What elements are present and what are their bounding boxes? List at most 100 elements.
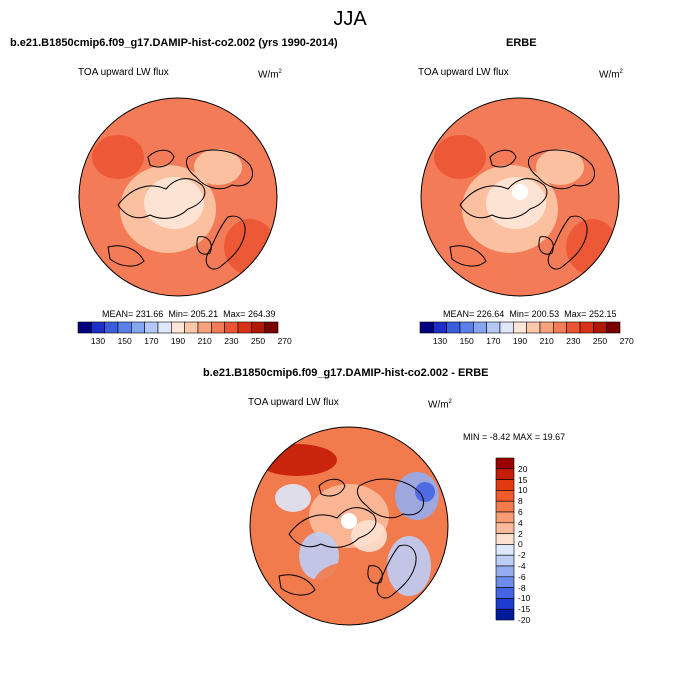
colorbar-tick-label: 250 [250,336,266,346]
colorbar-box [171,321,185,334]
colorbar-tick-label: 130 [432,336,448,346]
colorbar-box [211,321,225,334]
colorbar-tick-label: 190 [512,336,528,346]
colorbar-box [251,321,265,334]
colorbar-box [91,321,105,334]
coastline [107,245,145,267]
map-field-region [351,520,387,552]
colorbar-tick-label: 20 [518,463,528,474]
colorbar-tick-label: 150 [459,336,474,346]
colorbar-tick-label: -6 [518,571,526,582]
panel1-stats: MEAN= 231.66 Min= 205.21 Max= 264.39 [102,309,276,319]
colorbar-box [495,522,515,534]
page-title: JJA [333,8,367,30]
colorbar-box [499,321,514,334]
coastline [367,565,383,584]
colorbar-box [553,321,567,334]
panel2-stats: MEAN= 226.64 Min= 200.53 Max= 252.15 [443,309,617,319]
colorbar-box [104,321,119,334]
colorbar-box [606,321,621,334]
colorbar-box [495,511,515,524]
map-field-region [275,484,311,512]
map-boundary [78,97,278,297]
diff-units: W/m2 [428,399,452,411]
colorbar-box [495,500,515,513]
colorbar-box [237,321,252,334]
coastline [185,149,254,190]
map-boundary [420,97,620,297]
colorbar-box [495,608,515,621]
map-field-region [257,444,337,476]
colorbar-box [566,321,581,334]
panel1-subtitle: b.e21.B1850cmip6.f09_g17.DAMIP-hist-co2.… [10,37,338,49]
coastline [196,236,212,255]
coastline [489,149,517,168]
coastline [356,478,425,519]
map-field-region [224,219,276,275]
map-field-region [566,219,618,275]
colorbar-tick-label: -4 [518,561,526,571]
colorbar-box [77,321,92,334]
diff-subtitle: b.e21.B1850cmip6.f09_g17.DAMIP-hist-co2.… [203,367,489,379]
colorbar-box [495,468,515,480]
map-field-region [536,149,584,185]
colorbar-box [495,479,515,491]
colorbar-tick-label: 230 [224,336,239,346]
map-field-region [434,135,486,179]
colorbar-box [495,457,515,470]
colorbar-box [513,321,527,334]
colorbar-tick-label: 150 [117,336,132,346]
colorbar-box [495,565,515,578]
colorbar-box [526,321,541,334]
map-field-region [144,177,204,229]
colorbar-tick-label: 130 [90,336,106,346]
panel1-variable: TOA upward LW flux [78,67,169,78]
coastline [547,215,588,270]
colorbar-box [433,321,447,334]
colorbar-tick-label: 270 [277,336,292,346]
colorbar-box [157,321,172,334]
colorbar-tick-label: 0 [518,539,523,550]
panel2-colorbar [419,321,621,334]
colorbar-tick-label: 230 [566,336,581,346]
coastline [538,236,554,255]
panel2-units: W/m2 [599,69,623,81]
colorbar-tick-label: -2 [518,550,526,561]
colorbar-box [593,321,607,334]
colorbar-box [579,321,594,334]
coastline [318,478,346,497]
coastline [449,245,487,267]
map-field-region [114,249,162,285]
colorbar-box [446,321,461,334]
colorbar-tick-label: 2 [518,528,523,539]
panel1-colorbar [77,321,279,334]
colorbar-tick-label: 8 [518,496,523,507]
colorbar-tick-label: 10 [518,485,528,496]
map-field-region [313,562,385,610]
coastline [288,507,377,548]
colorbar-tick-label: -8 [518,582,526,593]
panel1-polar-map [78,97,278,297]
colorbar-box [117,321,132,334]
map-field-region [486,177,546,229]
colorbar-tick-label: -15 [518,604,531,615]
panel1-units: W/m2 [258,69,282,81]
diff-polar-map [249,426,449,626]
colorbar-box [131,321,145,334]
colorbar-tick-label: 190 [170,336,186,346]
colorbar-box [495,490,515,502]
colorbar-box [495,587,515,599]
colorbar-box [539,321,554,334]
colorbar-box [495,544,515,556]
map-field-region [415,482,435,502]
panel2-variable: TOA upward LW flux [418,67,509,78]
coastline [376,544,417,599]
colorbar-tick-label: 6 [518,507,523,517]
diff-variable: TOA upward LW flux [248,397,339,408]
colorbar-box [264,321,279,334]
colorbar-tick-label: -10 [518,593,531,604]
colorbar-box [495,554,515,567]
map-field-region [387,536,431,596]
colorbar-box [419,321,434,334]
diff-colorbar [495,457,515,621]
